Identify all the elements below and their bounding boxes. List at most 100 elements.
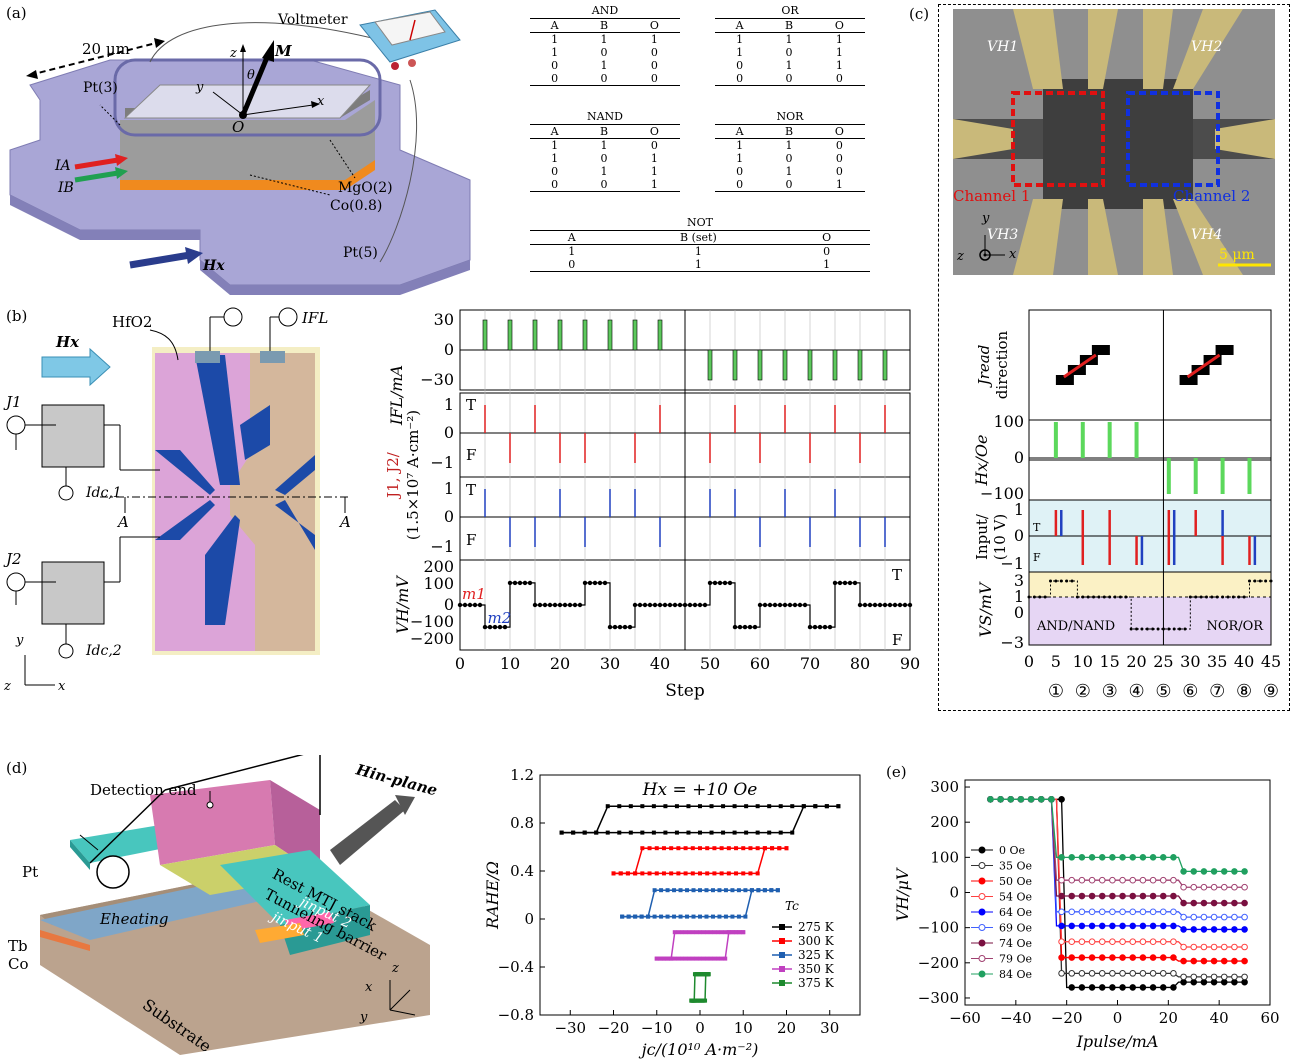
data-point	[1088, 938, 1096, 946]
hx-tick: −100	[980, 484, 1024, 503]
data-point	[1119, 938, 1126, 946]
y-tick: 0	[949, 884, 959, 902]
vs-point	[1188, 595, 1192, 599]
legend-label: 275 K	[798, 920, 835, 934]
truth-table-cell: 1	[736, 152, 744, 165]
x-tick: −20	[1051, 1009, 1083, 1027]
vh-point	[577, 602, 583, 608]
vh-point	[722, 580, 728, 586]
data-point	[1159, 876, 1167, 884]
data-point	[1170, 892, 1177, 900]
data-point	[1109, 876, 1116, 884]
truth-table-row: 1 1 0	[530, 139, 680, 153]
truth-tables: AND A B O 1 1 1 1 0 0 0 1 0 0 0 0 OR A B O 1 1 1 1 0 1 0 1 1 0 0 0 NAND A…	[530, 0, 900, 300]
panel-d-mtj-figure	[40, 755, 430, 1055]
ifl-label: IFL	[302, 309, 329, 327]
hx-tick: 0	[1014, 448, 1024, 467]
vs-point	[1172, 627, 1176, 631]
data-point	[654, 846, 659, 851]
vs-point	[1129, 627, 1133, 631]
data-point	[1149, 954, 1157, 961]
data-point	[1190, 957, 1198, 965]
data-point	[708, 956, 713, 961]
data-point	[1098, 954, 1106, 961]
x-tick: −40	[1000, 1009, 1032, 1027]
theta-label: θ	[247, 68, 255, 83]
truth-table-cell: 1	[551, 139, 559, 152]
data-point	[730, 888, 735, 893]
data-point	[661, 871, 666, 876]
data-point	[1190, 926, 1198, 933]
data-point	[1241, 899, 1248, 907]
data-point	[698, 956, 702, 961]
data-point	[582, 830, 587, 835]
legend-label: 79 Oe	[999, 953, 1032, 966]
data-point	[1129, 876, 1137, 884]
data-point	[1159, 984, 1167, 991]
j-tick: 0	[444, 507, 454, 526]
ifl-pulse	[882, 349, 888, 381]
y-tick: 1.2	[510, 766, 534, 784]
step-circle: ⑨	[1263, 681, 1279, 702]
vs-point	[1043, 595, 1047, 599]
vh-point	[877, 602, 883, 608]
legend-label: 325 K	[798, 948, 835, 962]
data-point	[665, 914, 670, 919]
data-point	[741, 871, 746, 876]
hx-pulse	[1166, 458, 1171, 494]
vh-point	[592, 580, 598, 586]
step-circle: ④	[1128, 681, 1144, 702]
truth-table-row: 1 1 0	[715, 139, 865, 153]
idc1-label: Idc,1	[86, 485, 122, 501]
vs-point	[1237, 595, 1241, 599]
stack-step	[1067, 365, 1086, 375]
vs-point	[1054, 579, 1058, 583]
x-tick: 5	[1051, 652, 1061, 671]
data-point	[1149, 938, 1157, 946]
data-point	[716, 930, 721, 935]
vh-point	[512, 580, 518, 586]
tf-label: F	[466, 446, 476, 464]
data-point	[719, 871, 724, 876]
data-point	[719, 956, 724, 961]
co-label: Co(0.8)	[330, 198, 383, 214]
vh-point	[687, 602, 693, 608]
vh-point	[587, 580, 593, 586]
x-tick: 70	[800, 654, 820, 673]
data-point	[721, 804, 726, 809]
data-point	[1109, 922, 1116, 930]
vh-point	[867, 602, 873, 608]
data-point	[1231, 868, 1238, 875]
vh-point	[532, 602, 538, 608]
data-point	[618, 871, 623, 876]
sem-axis-x: x	[1009, 247, 1017, 262]
vh-point	[477, 602, 483, 608]
vs-point	[1124, 595, 1128, 599]
j-axis-label: J1, J2/	[384, 451, 402, 500]
vh-point	[632, 602, 638, 608]
vh-point	[872, 602, 878, 608]
truth-table-cell: 0	[715, 178, 765, 192]
data-point	[1109, 854, 1116, 861]
vh-point	[832, 580, 838, 586]
vs-trace	[1029, 580, 1271, 630]
data-point	[647, 846, 652, 851]
data-point	[1139, 922, 1147, 930]
data-point	[755, 846, 760, 851]
data-point	[1078, 970, 1086, 977]
data-point	[755, 871, 760, 876]
data-point	[1190, 913, 1198, 921]
x-tick: 30	[1180, 652, 1200, 671]
data-point	[716, 956, 721, 961]
data-point	[710, 914, 715, 919]
data-point	[669, 846, 674, 851]
data-point	[1017, 796, 1025, 803]
loop-275K	[561, 805, 839, 834]
truth-table-cell: 0	[715, 72, 765, 86]
input-tick: 1	[1014, 500, 1024, 519]
truth-table-cell: 1	[613, 258, 784, 272]
legend-label: 0 Oe	[999, 844, 1025, 857]
input-tick: −1	[1000, 554, 1024, 573]
vs-point	[1226, 595, 1230, 599]
